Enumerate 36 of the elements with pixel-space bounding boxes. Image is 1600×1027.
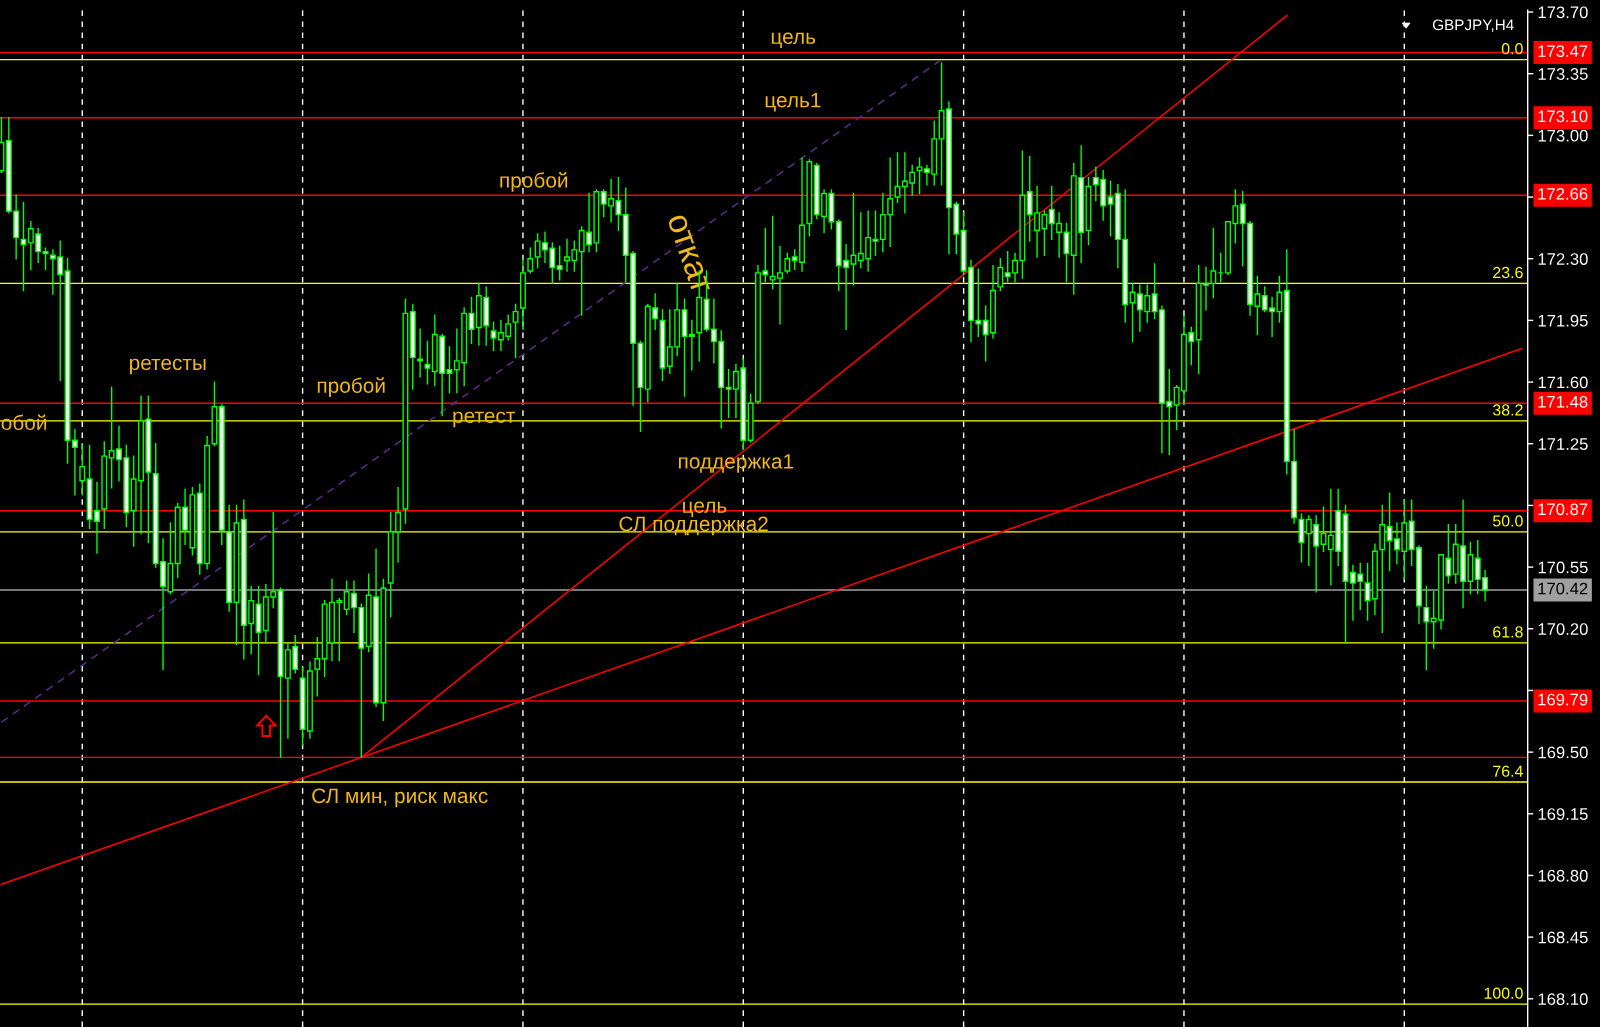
annotation: 38.2: [1492, 404, 1523, 416]
annotation: цель1: [765, 92, 821, 112]
y-tick-label: 170.20: [1538, 623, 1588, 635]
text: GBPJPY,H4: [1432, 19, 1514, 33]
ref-line-label: 169.79: [1538, 693, 1588, 706]
ref-line-label: 171.48: [1538, 395, 1588, 408]
y-tick-label: 169.50: [1538, 746, 1588, 759]
ref-line-label: 170.42: [1538, 582, 1588, 595]
annotation: 23.6: [1493, 266, 1523, 279]
annotation: СЛ мин, риск макс: [312, 788, 488, 808]
y-tick-label: 173.00: [1538, 129, 1588, 142]
ref-line-label: 173.47: [1538, 45, 1588, 58]
y-tick-label: 170.55: [1538, 561, 1588, 574]
y-tick-label: 169.15: [1538, 808, 1588, 820]
y-tick-label: 173.70: [1538, 6, 1588, 19]
y-tick-label: 171.60: [1538, 376, 1588, 389]
y-tick-label: 173.35: [1538, 68, 1588, 80]
y-tick-label: 172.30: [1538, 253, 1588, 265]
annotation: ретесты: [129, 358, 206, 375]
annotation: 100.0: [1484, 987, 1523, 999]
y-tick-label: 168.45: [1538, 931, 1588, 944]
annotation: цель: [771, 32, 816, 48]
ref-line-label: 170.87: [1538, 503, 1588, 516]
annotation: пробой: [500, 172, 568, 192]
ref-line-label: 172.66: [1538, 187, 1588, 200]
y-tick-label: 171.25: [1538, 438, 1588, 450]
annotation: 50.0: [1492, 515, 1523, 527]
annotation: 61.8: [1493, 626, 1523, 638]
ref-line-label: 173.10: [1538, 110, 1588, 123]
y-tick-label: 171.95: [1538, 314, 1588, 327]
y-tick-label: 168.80: [1538, 869, 1588, 882]
y-tick-label: 168.10: [1538, 993, 1588, 1006]
annotation: 0.0: [1501, 43, 1523, 55]
annotation: 76.4: [1493, 765, 1523, 777]
annotation: откат: [666, 213, 711, 295]
annotation: пробой: [317, 377, 385, 398]
